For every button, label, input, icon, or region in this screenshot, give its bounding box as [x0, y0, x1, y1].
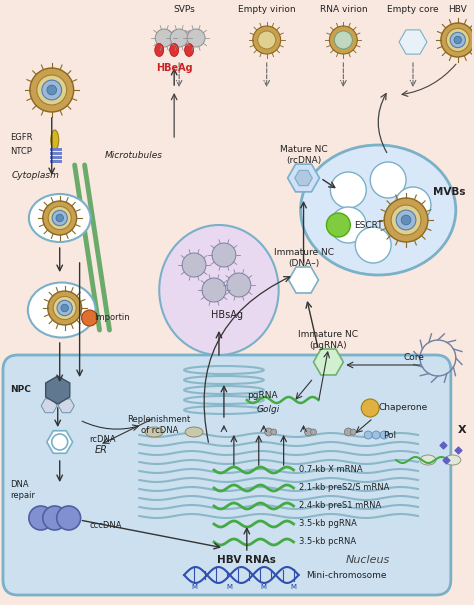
- Circle shape: [56, 214, 64, 222]
- Circle shape: [447, 28, 469, 51]
- Text: Empty core: Empty core: [387, 5, 439, 15]
- Text: 0.7-kb X mRNA: 0.7-kb X mRNA: [299, 465, 362, 474]
- Bar: [50, 148, 62, 151]
- Circle shape: [227, 273, 251, 297]
- Circle shape: [82, 310, 98, 326]
- Circle shape: [187, 29, 205, 47]
- Point: [442, 455, 450, 465]
- Text: Nucleus: Nucleus: [346, 555, 391, 565]
- Circle shape: [334, 31, 352, 49]
- Circle shape: [384, 198, 428, 242]
- Text: Mini-chromosome: Mini-chromosome: [307, 571, 387, 580]
- Circle shape: [52, 434, 68, 450]
- Circle shape: [271, 429, 277, 435]
- Ellipse shape: [29, 194, 91, 242]
- Circle shape: [52, 211, 67, 226]
- Circle shape: [395, 187, 431, 223]
- Text: ER: ER: [94, 445, 108, 455]
- Text: M: M: [191, 584, 197, 590]
- Point: [439, 440, 447, 450]
- Circle shape: [450, 32, 465, 48]
- Circle shape: [47, 85, 56, 95]
- Text: 3.5-kb pgRNA: 3.5-kb pgRNA: [299, 520, 356, 529]
- Circle shape: [155, 29, 173, 47]
- Circle shape: [310, 429, 317, 435]
- Text: M: M: [226, 584, 232, 590]
- Circle shape: [170, 29, 188, 47]
- Text: M: M: [291, 584, 297, 590]
- Ellipse shape: [155, 44, 164, 56]
- Circle shape: [253, 26, 281, 54]
- Text: Empty virion: Empty virion: [238, 5, 295, 15]
- Text: cccDNA: cccDNA: [90, 520, 122, 529]
- Text: Mature NC
(rcDNA): Mature NC (rcDNA): [280, 145, 328, 165]
- Ellipse shape: [170, 44, 179, 56]
- Text: Immature NC
(pgRNA): Immature NC (pgRNA): [299, 330, 358, 350]
- FancyBboxPatch shape: [3, 355, 451, 595]
- Text: pgRNA: pgRNA: [247, 391, 277, 400]
- Ellipse shape: [301, 145, 456, 275]
- Text: HBeAg: HBeAg: [156, 63, 192, 73]
- Circle shape: [356, 227, 391, 263]
- Text: X: X: [458, 425, 466, 435]
- Text: Core: Core: [403, 353, 424, 362]
- Circle shape: [30, 68, 73, 112]
- Text: 3.5-kb pcRNA: 3.5-kb pcRNA: [299, 537, 356, 546]
- Ellipse shape: [159, 225, 279, 355]
- Circle shape: [372, 431, 380, 439]
- Circle shape: [202, 278, 226, 302]
- Text: Immature NC
(DNA–): Immature NC (DNA–): [273, 248, 334, 267]
- Text: HBsAg: HBsAg: [211, 310, 243, 320]
- Circle shape: [344, 428, 352, 436]
- Text: NTCP: NTCP: [10, 148, 32, 157]
- Circle shape: [329, 26, 357, 54]
- Circle shape: [370, 162, 406, 198]
- Circle shape: [212, 243, 236, 267]
- Ellipse shape: [146, 427, 163, 437]
- Circle shape: [37, 75, 67, 105]
- Circle shape: [43, 506, 67, 530]
- Circle shape: [380, 431, 388, 439]
- Circle shape: [53, 296, 76, 319]
- Text: DNA
repair: DNA repair: [10, 480, 35, 500]
- Circle shape: [182, 253, 206, 277]
- Text: HBV: HBV: [448, 5, 467, 15]
- Bar: [50, 156, 62, 159]
- Circle shape: [258, 31, 276, 49]
- Ellipse shape: [184, 44, 193, 56]
- Ellipse shape: [420, 455, 436, 465]
- Circle shape: [264, 428, 273, 436]
- Ellipse shape: [28, 283, 96, 338]
- Text: HBV RNAs: HBV RNAs: [218, 555, 276, 565]
- Circle shape: [330, 172, 366, 208]
- Text: M: M: [261, 584, 267, 590]
- Circle shape: [364, 431, 372, 439]
- Circle shape: [330, 207, 366, 243]
- Circle shape: [454, 36, 462, 44]
- Text: 2.4-kb preS1 mRNA: 2.4-kb preS1 mRNA: [299, 502, 381, 511]
- Circle shape: [361, 399, 379, 417]
- Circle shape: [48, 206, 71, 229]
- Text: Chaperone: Chaperone: [378, 404, 428, 413]
- Circle shape: [327, 213, 350, 237]
- Ellipse shape: [51, 130, 59, 150]
- Text: Pol: Pol: [383, 431, 396, 439]
- Circle shape: [391, 205, 421, 235]
- Text: Cytoplasm: Cytoplasm: [12, 171, 60, 180]
- Circle shape: [57, 300, 73, 316]
- Circle shape: [48, 291, 82, 325]
- Bar: [50, 152, 62, 155]
- Circle shape: [304, 428, 312, 436]
- Circle shape: [350, 429, 356, 435]
- Text: Importin: Importin: [94, 313, 130, 322]
- Point: [454, 445, 462, 455]
- Circle shape: [396, 210, 416, 230]
- Circle shape: [57, 506, 81, 530]
- Circle shape: [441, 23, 474, 57]
- Text: SVPs: SVPs: [173, 5, 195, 15]
- Text: Microtubules: Microtubules: [104, 151, 163, 160]
- Ellipse shape: [445, 455, 461, 465]
- Text: Golgi: Golgi: [257, 405, 280, 414]
- Circle shape: [61, 304, 68, 312]
